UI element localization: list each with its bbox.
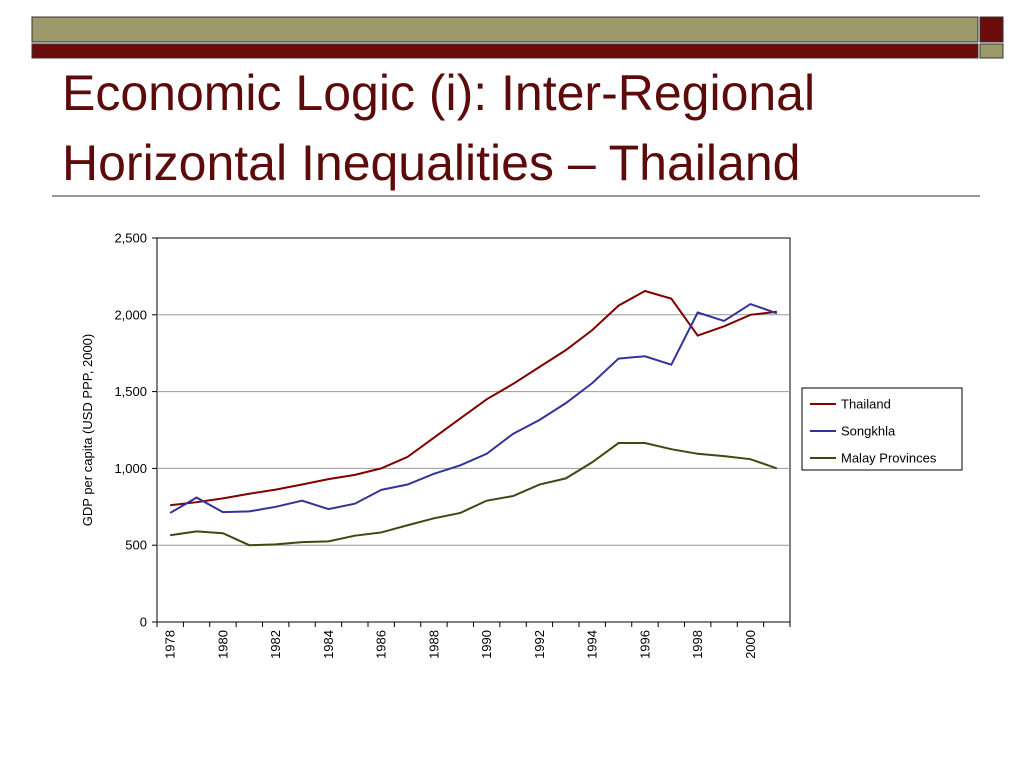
y-tick-label: 1,000 (114, 461, 147, 476)
header-square (979, 43, 1004, 59)
series-line (170, 442, 778, 547)
y-tick-label: 0 (140, 615, 147, 630)
x-tick-label: 1980 (215, 630, 230, 659)
legend-label: Malay Provinces (841, 451, 937, 466)
x-tick-label: 1986 (374, 630, 389, 659)
y-axis-label: GDP per capita (USD PPP, 2000) (80, 334, 95, 526)
legend-label: Songkhla (841, 424, 896, 439)
y-tick-label: 2,000 (114, 307, 147, 322)
x-tick-label: 1992 (532, 630, 547, 659)
series-line (169, 302, 778, 514)
header-square (979, 16, 1004, 43)
x-tick-label: 1988 (426, 630, 441, 659)
x-tick-label: 1996 (637, 630, 652, 659)
x-tick-label: 2000 (743, 630, 758, 659)
x-tick-label: 1990 (479, 630, 494, 659)
y-tick-label: 1,500 (114, 384, 147, 399)
slide-title: Economic Logic (i): Inter-Regional Horiz… (62, 65, 816, 191)
y-tick-label: 500 (125, 538, 147, 553)
legend-box (801, 387, 963, 471)
header-bar (31, 16, 979, 43)
x-tick-label: 1978 (163, 630, 178, 659)
x-tick-label: 1982 (268, 630, 283, 659)
series-line (170, 289, 777, 507)
header-bar (31, 43, 979, 59)
plot-frame (156, 237, 791, 623)
x-tick-label: 1994 (585, 630, 600, 659)
x-tick-label: 1998 (690, 630, 705, 659)
x-tick-label: 1984 (321, 630, 336, 659)
legend-label: Thailand (841, 397, 891, 412)
y-tick-label: 2,500 (114, 231, 147, 246)
